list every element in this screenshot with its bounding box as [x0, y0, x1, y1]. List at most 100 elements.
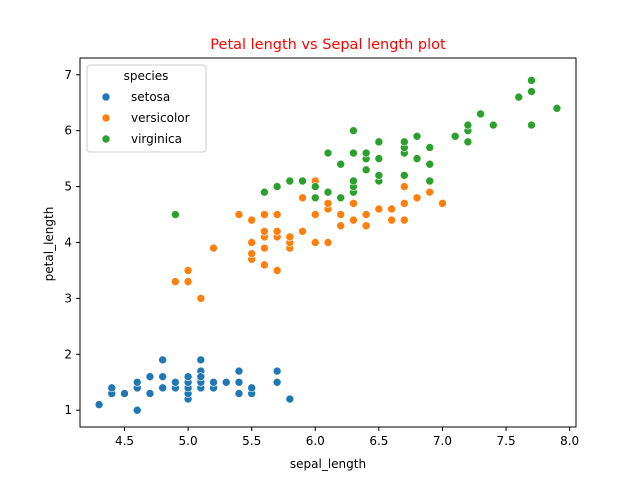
- data-point-virginica: [375, 138, 383, 146]
- data-point-versicolor: [438, 199, 446, 207]
- data-point-versicolor: [388, 216, 396, 224]
- data-point-versicolor: [349, 216, 357, 224]
- legend-title: species: [124, 69, 169, 83]
- legend-marker-setosa: [102, 93, 110, 101]
- data-point-versicolor: [184, 266, 192, 274]
- data-point-virginica: [337, 160, 345, 168]
- data-point-virginica: [273, 183, 281, 191]
- data-point-setosa: [108, 384, 116, 392]
- legend-label-setosa: setosa: [131, 90, 170, 104]
- data-point-setosa: [248, 384, 256, 392]
- x-tick-label: 6.5: [369, 434, 388, 448]
- data-point-versicolor: [260, 244, 268, 252]
- data-point-setosa: [121, 389, 129, 397]
- data-point-versicolor: [324, 239, 332, 247]
- data-point-versicolor: [248, 216, 256, 224]
- legend-marker-virginica: [102, 135, 110, 143]
- x-tick-label: 7.5: [497, 434, 516, 448]
- x-tick-label: 5.5: [242, 434, 261, 448]
- data-point-setosa: [286, 395, 294, 403]
- data-point-setosa: [146, 389, 154, 397]
- data-point-virginica: [477, 110, 485, 118]
- data-point-setosa: [171, 378, 179, 386]
- data-point-versicolor: [299, 194, 307, 202]
- data-point-setosa: [184, 373, 192, 381]
- data-point-setosa: [222, 378, 230, 386]
- data-point-versicolor: [337, 222, 345, 230]
- data-point-virginica: [451, 132, 459, 140]
- data-point-virginica: [311, 183, 319, 191]
- chart-title: Petal length vs Sepal length plot: [210, 37, 446, 53]
- data-point-setosa: [133, 406, 141, 414]
- data-point-virginica: [489, 121, 497, 129]
- data-point-versicolor: [248, 239, 256, 247]
- data-point-versicolor: [286, 233, 294, 241]
- data-point-versicolor: [273, 266, 281, 274]
- legend-label-versicolor: versicolor: [131, 111, 190, 125]
- y-tick-label: 6: [64, 124, 72, 138]
- data-point-versicolor: [273, 227, 281, 235]
- data-point-virginica: [515, 93, 523, 101]
- data-point-setosa: [197, 356, 205, 364]
- data-point-virginica: [464, 138, 472, 146]
- data-point-setosa: [197, 373, 205, 381]
- data-point-versicolor: [184, 278, 192, 286]
- legend: species setosa versicolor virginica: [87, 65, 206, 152]
- data-point-versicolor: [413, 194, 421, 202]
- data-point-versicolor: [400, 216, 408, 224]
- data-point-virginica: [426, 160, 434, 168]
- x-tick-label: 6.0: [306, 434, 325, 448]
- legend-marker-versicolor: [102, 114, 110, 122]
- data-point-virginica: [299, 177, 307, 185]
- data-point-virginica: [311, 194, 319, 202]
- data-point-virginica: [362, 149, 370, 157]
- data-point-setosa: [146, 373, 154, 381]
- data-point-setosa: [159, 384, 167, 392]
- data-point-versicolor: [400, 199, 408, 207]
- data-point-setosa: [159, 356, 167, 364]
- data-point-setosa: [273, 378, 281, 386]
- legend-label-virginica: virginica: [131, 132, 182, 146]
- data-point-versicolor: [324, 199, 332, 207]
- data-point-virginica: [400, 171, 408, 179]
- data-point-virginica: [400, 138, 408, 146]
- data-point-versicolor: [375, 205, 383, 213]
- y-tick-label: 7: [64, 68, 72, 82]
- data-point-virginica: [527, 76, 535, 84]
- data-point-versicolor: [349, 199, 357, 207]
- data-point-setosa: [235, 389, 243, 397]
- data-point-versicolor: [171, 278, 179, 286]
- data-point-versicolor: [260, 227, 268, 235]
- data-point-versicolor: [273, 211, 281, 219]
- x-tick-label: 8.0: [560, 434, 579, 448]
- data-point-versicolor: [235, 211, 243, 219]
- data-point-setosa: [159, 373, 167, 381]
- data-point-virginica: [413, 155, 421, 163]
- data-point-versicolor: [311, 211, 319, 219]
- data-point-virginica: [324, 149, 332, 157]
- data-point-virginica: [527, 88, 535, 96]
- data-point-virginica: [362, 166, 370, 174]
- x-tick-label: 4.5: [115, 434, 134, 448]
- data-point-virginica: [171, 211, 179, 219]
- data-point-virginica: [260, 188, 268, 196]
- data-point-versicolor: [362, 211, 370, 219]
- data-point-virginica: [375, 171, 383, 179]
- data-point-versicolor: [299, 227, 307, 235]
- data-point-setosa: [210, 378, 218, 386]
- data-point-versicolor: [362, 222, 370, 230]
- data-point-virginica: [553, 104, 561, 112]
- data-point-virginica: [375, 155, 383, 163]
- x-tick-label: 5.0: [179, 434, 198, 448]
- data-point-setosa: [273, 367, 281, 375]
- data-point-setosa: [235, 367, 243, 375]
- data-point-versicolor: [311, 239, 319, 247]
- data-point-virginica: [349, 177, 357, 185]
- data-point-virginica: [413, 132, 421, 140]
- data-point-versicolor: [210, 244, 218, 252]
- y-tick-label: 3: [64, 291, 72, 305]
- y-tick-label: 5: [64, 180, 72, 194]
- data-point-versicolor: [337, 211, 345, 219]
- data-point-versicolor: [388, 205, 396, 213]
